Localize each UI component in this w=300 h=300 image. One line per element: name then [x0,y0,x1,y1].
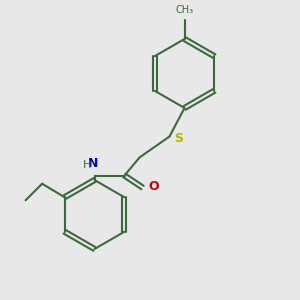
Text: S: S [174,131,183,145]
Text: CH₃: CH₃ [176,5,194,15]
Text: H: H [83,160,91,170]
Text: O: O [148,179,158,193]
Text: N: N [88,157,98,170]
